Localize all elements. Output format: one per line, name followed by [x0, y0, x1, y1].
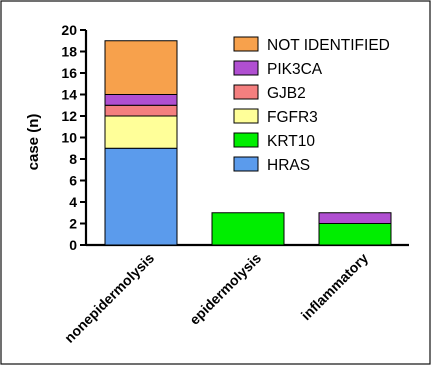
y-tick-label: 18	[61, 44, 77, 60]
legend-label-gjb2: GJB2	[267, 85, 306, 102]
legend-swatch-pik3ca	[233, 60, 259, 76]
y-tick-label: 12	[61, 108, 77, 124]
legend-swatch-fgfr3	[233, 108, 259, 124]
legend-label-krt10: KRT10	[267, 133, 315, 150]
x-category-label-epidermolysis: epidermolysis	[186, 250, 264, 328]
bar-segment-krt10-epidermolysis	[211, 212, 285, 246]
bars	[104, 40, 392, 246]
y-tick-label: 4	[69, 194, 77, 210]
y-tick-label: 20	[61, 22, 77, 38]
bar-segment-pik3ca-nonepidermolysis	[104, 94, 178, 106]
legend-swatch-gjb2	[233, 84, 259, 100]
y-tick-label: 16	[61, 65, 77, 81]
y-tick-label: 6	[69, 173, 77, 189]
legend-label-fgfr3: FGFR3	[267, 109, 318, 126]
bar-segment-fgfr3-nonepidermolysis	[104, 115, 178, 149]
legend-label-pik3ca: PIK3CA	[267, 61, 323, 78]
x-category-label-nonepidermolysis: nonepidermolysis	[61, 250, 157, 346]
y-tick-label: 0	[69, 237, 77, 253]
legend-label-hras: HRAS	[267, 157, 310, 174]
x-category-label-inflammatory: inflammatory	[298, 250, 372, 324]
bar-segment-krt10-inflammatory	[318, 223, 392, 246]
legend-swatch-not-identified	[233, 36, 259, 52]
y-tick-label: 14	[61, 87, 77, 103]
bar-segment-not-identified-nonepidermolysis	[104, 40, 178, 95]
legend-swatch-krt10	[233, 132, 259, 148]
legend-swatch-hras	[233, 156, 259, 172]
y-tick-label: 2	[69, 216, 77, 232]
y-ticks: 0 2 4 6 8 10 12 14 16 18 20	[61, 22, 86, 253]
y-axis-title: case (n)	[25, 114, 42, 171]
bar-segment-gjb2-nonepidermolysis	[104, 104, 178, 117]
bar-segment-hras-nonepidermolysis	[104, 147, 178, 246]
bar-segment-pik3ca-inflammatory	[318, 212, 392, 224]
legend-label-not-identified: NOT IDENTIFIED	[267, 37, 390, 54]
y-tick-label: 8	[69, 151, 77, 167]
y-tick-label: 10	[61, 130, 77, 146]
legend: NOT IDENTIFIED PIK3CA GJB2 FGFR3 KRT10 HRAS	[233, 36, 390, 174]
x-category-labels: nonepidermolysis epidermolysis inflammator…	[61, 250, 371, 346]
